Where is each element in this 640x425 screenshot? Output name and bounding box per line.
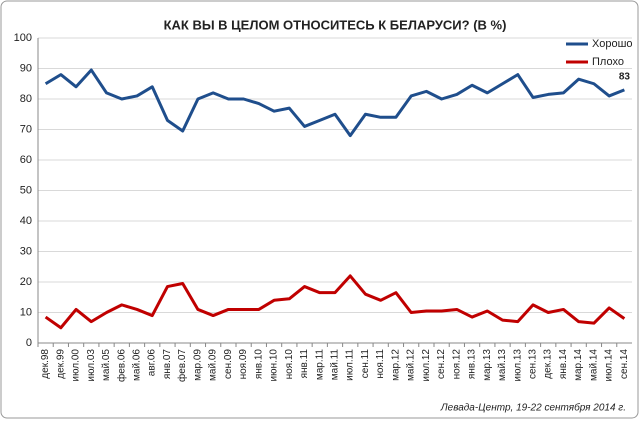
x-tick-label: май.14 xyxy=(588,349,599,381)
x-tick-label: май.13 xyxy=(497,349,508,381)
x-tick-label: мар.09 xyxy=(192,349,203,381)
y-tick-label: 40 xyxy=(20,215,32,227)
y-tick-label: 20 xyxy=(20,276,32,288)
x-tick-label: ноя.12 xyxy=(451,349,462,380)
y-tick-label: 30 xyxy=(20,245,32,257)
x-tick-label: янв.10 xyxy=(253,349,264,380)
x-tick-label: май.12 xyxy=(406,349,417,381)
x-tick-label: май.05 xyxy=(101,349,112,381)
x-tick-label: дек.99 xyxy=(55,349,66,379)
y-tick-label: 0 xyxy=(26,337,32,349)
x-tick-label: май.06 xyxy=(132,349,143,381)
x-tick-label: янв.13 xyxy=(467,349,478,380)
x-tick-label: сен.11 xyxy=(360,349,371,379)
legend-label: Плохо xyxy=(592,56,624,68)
x-tick-label: май.11 xyxy=(330,349,341,381)
x-tick-label: янв.07 xyxy=(162,349,173,380)
x-tick-label: май.09 xyxy=(208,349,219,381)
x-tick-label: июл.14 xyxy=(604,349,615,382)
x-tick-label: дек.13 xyxy=(543,349,554,379)
legend-label: Хорошо xyxy=(592,38,633,50)
x-tick-label: дек.98 xyxy=(40,349,51,379)
x-tick-label: июл.11 xyxy=(345,349,356,381)
x-tick-label: фев.07 xyxy=(176,349,188,382)
x-tick-label: мар.13 xyxy=(482,349,493,381)
x-tick-label: мар.12 xyxy=(390,349,401,381)
x-tick-label: июл.12 xyxy=(421,349,432,382)
y-tick-label: 90 xyxy=(20,62,32,74)
x-tick-label: авг.06 xyxy=(147,349,158,377)
x-tick-label: мар.11 xyxy=(314,349,325,381)
x-tick-label: сен.14 xyxy=(619,349,630,379)
y-tick-label: 80 xyxy=(20,93,32,105)
y-tick-label: 70 xyxy=(20,123,32,135)
series-line xyxy=(44,274,626,330)
x-tick-label: фев.06 xyxy=(115,349,127,382)
x-tick-label: сен.13 xyxy=(528,349,539,379)
series-line xyxy=(44,68,625,138)
data-label: 83 xyxy=(619,71,631,82)
y-tick-label: 50 xyxy=(20,184,32,196)
chart-title: КАК ВЫ В ЦЕЛОМ ОТНОСИТЕСЬ К БЕЛАРУСИ? (В… xyxy=(164,17,507,32)
x-tick-label: июн.10 xyxy=(269,349,280,382)
x-tick-label: ноя.10 xyxy=(284,349,295,380)
y-tick-label: 60 xyxy=(20,154,32,166)
x-tick-label: июл.00 xyxy=(71,349,82,382)
y-tick-label: 10 xyxy=(20,306,32,318)
x-tick-label: янв.14 xyxy=(558,349,569,380)
source: Левада-Центр, 19-22 сентября 2014 г. xyxy=(440,402,626,414)
x-tick-label: сен.09 xyxy=(223,349,234,379)
x-tick-label: ноя.11 xyxy=(375,349,386,379)
x-tick-label: июл.03 xyxy=(86,349,97,382)
x-tick-label: янв.11 xyxy=(299,349,310,379)
x-tick-label: сен.12 xyxy=(436,349,447,379)
x-tick-label: июл.13 xyxy=(512,349,523,382)
x-tick-label: мар.14 xyxy=(573,349,584,381)
x-tick-label: ноя.09 xyxy=(238,349,249,380)
y-tick-label: 100 xyxy=(14,32,32,44)
